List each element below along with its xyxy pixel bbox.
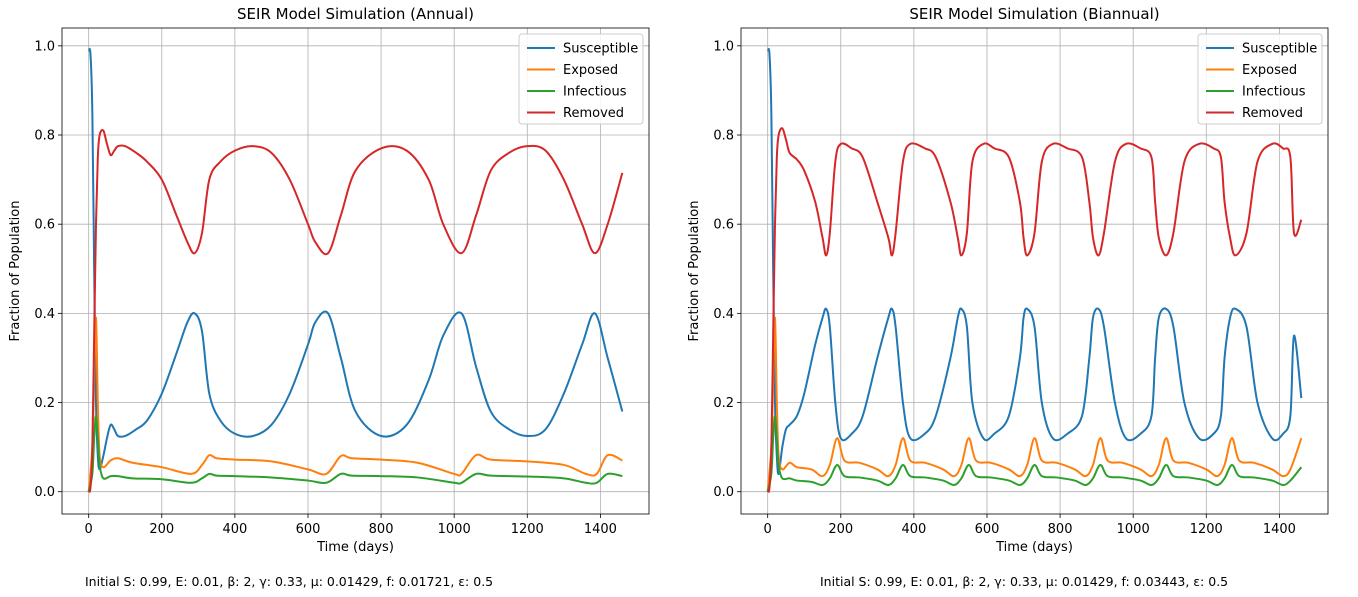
legend-label-exposed: Exposed: [1242, 63, 1297, 78]
legend: Susceptible Exposed Infectious Removed: [1197, 33, 1323, 125]
y-tick-label: 0.6: [713, 218, 734, 233]
legend-label-susceptible: Susceptible: [563, 42, 638, 57]
y-tick-label: 0.8: [713, 129, 734, 144]
series-line-susceptible: [766, 47, 1303, 476]
x-tick-label: 400: [222, 522, 247, 537]
y-tick-label: 0.6: [34, 218, 55, 233]
x-tick-label: 200: [828, 522, 853, 537]
chart-annual: 0 200 400 600 800 1000 1200 1400 0.0 0.2 0.4 0.6 0.8…: [8, 5, 650, 555]
legend-label-removed: Removed: [563, 106, 624, 121]
y-tick-label: 0.0: [34, 485, 55, 500]
x-tick-label: 1400: [1263, 522, 1296, 537]
x-tick-label: 0: [764, 522, 772, 537]
y-tick-label: 0.4: [34, 307, 55, 322]
x-tick-label: 600: [296, 522, 321, 537]
series-line-removed: [87, 129, 624, 493]
legend-label-susceptible: Susceptible: [1242, 42, 1317, 57]
series-line-infectious: [87, 414, 623, 492]
y-tick-label: 0.2: [34, 396, 55, 411]
y-tick-label: 0.4: [713, 307, 734, 322]
x-tick-label: 0: [85, 522, 93, 537]
legend: Susceptible Exposed Infectious Removed: [518, 33, 644, 125]
legend-label-exposed: Exposed: [563, 63, 618, 78]
series-line-exposed: [87, 316, 623, 492]
y-tick-label: 0.8: [34, 129, 55, 144]
y-tick-label: 0.0: [713, 485, 734, 500]
x-tick-label: 1000: [438, 522, 471, 537]
plot-frame: [740, 27, 1329, 515]
y-tick-label: 1.0: [713, 39, 734, 54]
x-tick-label: 1200: [511, 522, 544, 537]
x-tick-label: 800: [369, 522, 394, 537]
chart-title: SEIR Model Simulation (Biannual): [909, 5, 1159, 23]
series-line-infectious: [766, 414, 1303, 492]
plot-frame: [61, 27, 650, 515]
chart-title: SEIR Model Simulation (Annual): [237, 5, 474, 23]
x-axis-label: Time (days): [995, 540, 1073, 555]
legend-label-removed: Removed: [1242, 106, 1303, 121]
x-tick-label: 800: [1048, 522, 1073, 537]
series-line-exposed: [766, 316, 1303, 492]
x-tick-label: 1000: [1117, 522, 1150, 537]
x-tick-label: 1400: [584, 522, 617, 537]
legend-label-infectious: Infectious: [563, 85, 627, 100]
legend-label-infectious: Infectious: [1242, 85, 1306, 100]
x-tick-label: 400: [901, 522, 926, 537]
y-axis-label: Fraction of Population: [8, 201, 23, 342]
y-tick-label: 0.2: [713, 396, 734, 411]
x-tick-label: 200: [149, 522, 174, 537]
legend-box: [518, 33, 644, 125]
x-tick-label: 1200: [1190, 522, 1223, 537]
caption-biannual: Initial S: 0.99, E: 0.01, β: 2, γ: 0.33,…: [820, 574, 1229, 589]
caption-annual: Initial S: 0.99, E: 0.01, β: 2, γ: 0.33,…: [85, 574, 494, 589]
x-tick-label: 600: [975, 522, 1000, 537]
legend-box: [1197, 33, 1323, 125]
y-tick-label: 1.0: [34, 39, 55, 54]
x-axis-label: Time (days): [316, 540, 394, 555]
series-line-susceptible: [87, 47, 624, 471]
chart-biannual: 0 200 400 600 800 1000 1200 1400 0.0 0.2 0.4 0.6 0.8…: [687, 5, 1329, 555]
y-axis-label: Fraction of Population: [687, 201, 702, 342]
series-line-removed: [766, 127, 1303, 493]
